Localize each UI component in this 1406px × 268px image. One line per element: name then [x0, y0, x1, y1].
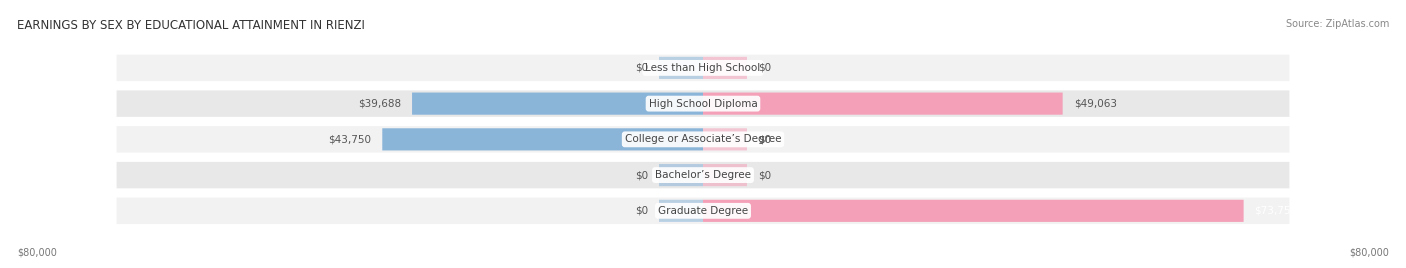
FancyBboxPatch shape: [117, 90, 1289, 117]
Text: Graduate Degree: Graduate Degree: [658, 206, 748, 216]
Text: $80,000: $80,000: [17, 247, 56, 257]
Text: $0: $0: [636, 170, 648, 180]
Text: $43,750: $43,750: [328, 134, 371, 144]
FancyBboxPatch shape: [117, 55, 1289, 81]
FancyBboxPatch shape: [703, 200, 1244, 222]
FancyBboxPatch shape: [659, 57, 703, 79]
FancyBboxPatch shape: [703, 128, 747, 150]
Text: High School Diploma: High School Diploma: [648, 99, 758, 109]
Text: $80,000: $80,000: [1350, 247, 1389, 257]
Text: $0: $0: [758, 134, 770, 144]
FancyBboxPatch shape: [703, 57, 747, 79]
Text: $0: $0: [758, 63, 770, 73]
Text: Bachelor’s Degree: Bachelor’s Degree: [655, 170, 751, 180]
Text: Source: ZipAtlas.com: Source: ZipAtlas.com: [1285, 19, 1389, 29]
Text: Less than High School: Less than High School: [645, 63, 761, 73]
Text: $0: $0: [636, 63, 648, 73]
FancyBboxPatch shape: [412, 92, 703, 115]
FancyBboxPatch shape: [382, 128, 703, 150]
FancyBboxPatch shape: [703, 164, 747, 186]
FancyBboxPatch shape: [117, 198, 1289, 224]
FancyBboxPatch shape: [659, 200, 703, 222]
FancyBboxPatch shape: [117, 126, 1289, 152]
Text: $73,750: $73,750: [1254, 206, 1298, 216]
Text: $0: $0: [636, 206, 648, 216]
Text: College or Associate’s Degree: College or Associate’s Degree: [624, 134, 782, 144]
Text: $0: $0: [758, 170, 770, 180]
Text: $39,688: $39,688: [359, 99, 401, 109]
Text: EARNINGS BY SEX BY EDUCATIONAL ATTAINMENT IN RIENZI: EARNINGS BY SEX BY EDUCATIONAL ATTAINMEN…: [17, 19, 364, 32]
FancyBboxPatch shape: [659, 164, 703, 186]
Text: $49,063: $49,063: [1074, 99, 1116, 109]
FancyBboxPatch shape: [117, 162, 1289, 188]
FancyBboxPatch shape: [703, 92, 1063, 115]
